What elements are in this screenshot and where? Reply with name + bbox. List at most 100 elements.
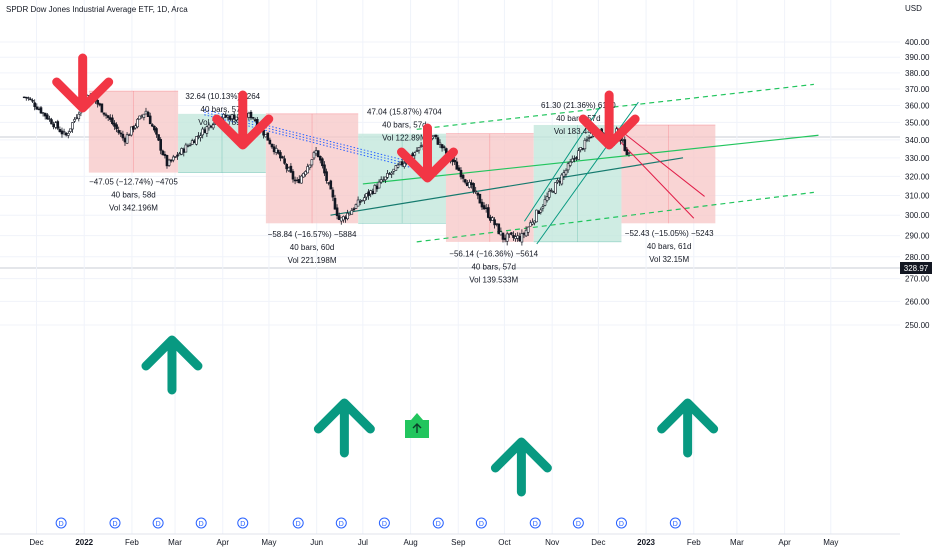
down-candle	[115, 124, 118, 130]
down-candle	[522, 233, 526, 235]
up-candle	[432, 135, 435, 137]
price-axis: USD 400.00 390.00 380.00 370.00 360.00 350.00…	[900, 0, 932, 534]
range-bars-label: 40 bars, 57d	[556, 114, 600, 123]
time-tick-label: Oct	[498, 538, 511, 547]
up-candle	[195, 136, 198, 145]
up-candle	[134, 125, 137, 129]
down-candle	[573, 158, 576, 160]
up-candle	[554, 182, 557, 194]
steep-trend-line	[536, 101, 639, 245]
up-candle	[438, 142, 442, 145]
range-change-label: 47.04 (15.87%) 4704	[367, 108, 442, 117]
up-candle	[174, 156, 177, 158]
dividend-marker-label: D	[382, 521, 387, 528]
down-candle	[461, 174, 465, 179]
price-tick-label: 340.00	[905, 136, 930, 145]
up-candle	[197, 135, 200, 137]
up-candle	[300, 175, 303, 184]
up-candle	[363, 197, 366, 201]
last-price-bg	[900, 262, 932, 274]
up-candle	[27, 97, 30, 99]
signal-flag[interactable]	[405, 413, 429, 438]
down-candle	[329, 180, 333, 190]
up-candle	[125, 134, 129, 144]
up-candle	[142, 113, 146, 118]
down-candle	[436, 137, 440, 145]
range-volume-label: Vol 139.533M	[469, 276, 518, 285]
up-candle	[140, 115, 144, 118]
down-candle	[119, 132, 123, 135]
up-candle	[62, 131, 66, 134]
down-candle	[169, 159, 173, 162]
down-candle	[102, 112, 106, 115]
price-tick-label: 360.00	[905, 101, 930, 110]
up-candle	[167, 159, 171, 166]
range-bars-label: 40 bars, 58d	[111, 191, 155, 200]
up-candle	[394, 165, 398, 171]
down-candle	[148, 115, 152, 125]
candles	[22, 93, 631, 246]
up-candle	[381, 179, 385, 182]
down-candle	[558, 181, 561, 183]
time-tick-label: Mar	[168, 538, 182, 547]
up-candle	[356, 199, 360, 207]
down-candle	[203, 129, 207, 134]
price-tick-label: 280.00	[905, 253, 930, 262]
up-candle	[570, 158, 574, 163]
down-candle	[440, 144, 444, 149]
up-candle	[274, 148, 278, 153]
up-candle	[579, 147, 582, 151]
down-candle	[29, 98, 32, 101]
range-change-label: −56.14 (−16.36%) −5614	[449, 250, 538, 259]
range-volume-label: Vol 342.196M	[109, 204, 158, 213]
down-candle	[176, 154, 179, 157]
flag-arrow-icon	[412, 423, 422, 433]
up-candle	[312, 152, 316, 159]
time-tick-label: Sep	[451, 538, 466, 547]
range-bars-label: 40 bars, 57d	[471, 263, 515, 272]
up-candle	[535, 209, 538, 223]
down-candle	[486, 207, 490, 218]
up-candle	[365, 193, 368, 198]
range-change-label: 32.64 (10.13%) 3264	[185, 92, 260, 101]
dividend-marker-icon	[109, 517, 121, 529]
price-tick-label: 300.00	[905, 211, 930, 220]
down-candle	[482, 205, 486, 210]
down-candle	[43, 112, 47, 117]
dividend-marker-label: D	[576, 521, 581, 528]
up-candle	[69, 128, 72, 133]
up-candle	[77, 113, 81, 120]
range-change-label: −52.43 (−15.05%) −5243	[625, 229, 714, 238]
dividend-marker-icon	[195, 517, 207, 529]
up-arrow-icon	[657, 398, 719, 458]
down-candle	[31, 100, 34, 102]
range-volume-label: Vol 32.15M	[649, 255, 689, 264]
down-candle	[575, 157, 578, 159]
down-candle	[24, 96, 28, 99]
down-candle	[495, 223, 498, 225]
down-candle	[45, 114, 49, 120]
up-candle	[373, 184, 377, 194]
down-candle	[442, 146, 446, 148]
price-tick-label: 330.00	[905, 154, 930, 163]
up-arrow-icon	[490, 437, 552, 497]
down-candle	[289, 165, 293, 173]
price-tick-label: 370.00	[905, 85, 930, 94]
up-candle	[577, 150, 580, 160]
down-candle	[344, 216, 347, 220]
time-tick-label: 2022	[75, 538, 93, 547]
down-candle	[127, 134, 131, 136]
up-arrow-icon	[141, 335, 203, 395]
down-candle	[100, 103, 104, 113]
price-tick-label: 270.00	[905, 275, 930, 284]
up-candle	[144, 110, 148, 115]
up-candle	[54, 122, 57, 128]
down-candle	[625, 149, 629, 156]
down-candle	[165, 155, 169, 167]
up-candle	[566, 163, 570, 171]
time-axis: Dec 2022 Feb Mar Apr May Jun Jul Aug Sep Oct Nov Dec…	[0, 533, 900, 547]
range-volume-label: Vol 122.89M	[382, 134, 427, 143]
dividend-marker-icon	[432, 517, 444, 529]
